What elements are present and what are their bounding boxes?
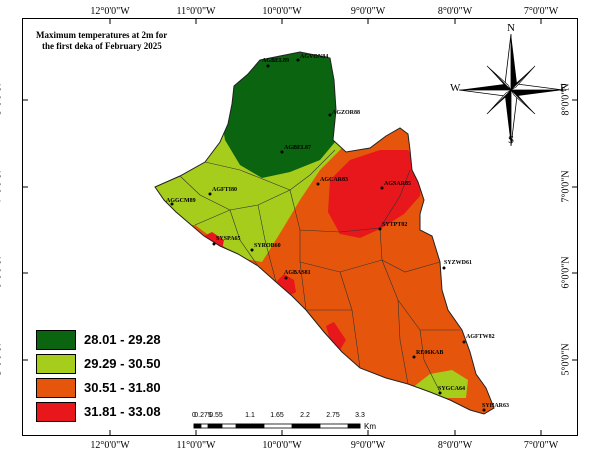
lat-label-right-7n: 7°0'0"N: [560, 170, 572, 203]
map-title-line-1: Maximum temperatures at 2m for: [36, 30, 168, 40]
compass-north-label: N: [507, 22, 515, 34]
lat-label-right-5n: 5°0'0"N: [560, 343, 572, 376]
legend-label: 28.01 - 29.28: [84, 332, 161, 347]
lon-label-bottom-9w: 9°0'0"W: [350, 440, 386, 451]
country-outline: [154, 51, 495, 415]
lon-label-bottom-8w: 8°0'0"W: [437, 440, 473, 451]
legend-swatch: [36, 330, 76, 350]
station-label: AGFTW82: [466, 334, 495, 340]
legend-item: 31.81 - 33.08: [36, 402, 196, 422]
lon-label-top-11w: 11°0'0"W: [176, 6, 216, 17]
legend-swatch: [36, 378, 76, 398]
legend-label: 31.81 - 33.08: [84, 404, 161, 419]
lon-label-top-12w: 12°0'0"W: [90, 6, 130, 17]
scale-bar: [193, 423, 361, 429]
graticule-ticks: [22, 18, 578, 436]
scale-tick-label: 0: [192, 412, 196, 419]
map-title: Maximum temperatures at 2m for the first…: [36, 30, 236, 52]
station-label: AGGCM89: [166, 198, 196, 204]
scale-tick-label: 2.2: [300, 412, 310, 419]
station-label: SYGCA64: [438, 386, 466, 392]
scale-tick-label: 1.65: [270, 412, 284, 419]
legend-swatch: [36, 354, 76, 374]
lat-label-left-5n: 5°0'0"N: [0, 343, 4, 376]
legend-item: 29.29 - 30.50: [36, 354, 196, 374]
zone-31-81-33-08-coast: [326, 322, 346, 350]
station-label: AGVON84: [300, 54, 329, 60]
legend-item: 30.51 - 31.80: [36, 378, 196, 398]
lat-label-left-8n: 8°0'0"N: [0, 83, 4, 116]
lon-label-bottom-7w: 7°0'0"W: [523, 440, 559, 451]
map-title-line-2: the first deka of February 2025: [42, 41, 162, 51]
station-points: [170, 58, 486, 412]
station-label: AGZOR88: [332, 110, 361, 116]
station-label: SYSPA65: [216, 236, 241, 242]
district-boundaries: [179, 149, 460, 393]
zone-31-81-33-08-bassa: [276, 274, 296, 298]
station-label: AGBAS81: [284, 270, 311, 276]
station-label: AGFTI80: [212, 187, 238, 193]
scale-tick-label: 2.75: [326, 412, 340, 419]
scale-tick-label: 1.1: [245, 412, 255, 419]
lon-label-top-10w: 10°0'0"W: [262, 6, 302, 17]
compass-south-label: S: [508, 134, 515, 146]
station-label: SYROB60: [254, 243, 281, 249]
lon-label-top-7w: 7°0'0"W: [523, 6, 559, 17]
compass-west-label: W: [450, 82, 461, 94]
scale-bar-unit: Km: [364, 422, 376, 431]
lon-label-top-8w: 8°0'0"W: [437, 6, 473, 17]
station-label: AGBEL87: [284, 145, 312, 151]
lat-label-left-6n: 6°0'0"N: [0, 256, 4, 289]
compass-east-label: E: [560, 82, 567, 94]
station-label: AGBEL89: [262, 58, 290, 64]
scale-tick-label: 0.55: [209, 412, 223, 419]
lon-label-bottom-11w: 11°0'0"W: [176, 440, 216, 451]
station-label: SYTPT02: [382, 222, 408, 228]
station-label: SYZWD61: [444, 260, 473, 266]
legend-swatch: [36, 402, 76, 422]
lon-label-bottom-12w: 12°0'0"W: [90, 440, 130, 451]
compass-rose: [458, 33, 564, 147]
station-label: AGCAR83: [320, 177, 348, 183]
zone-31-81-33-08-north: [328, 150, 422, 238]
scale-tick-label: 0.275: [194, 412, 212, 419]
lon-label-top-9w: 9°0'0"W: [350, 6, 386, 17]
lon-label-bottom-10w: 10°0'0"W: [262, 440, 302, 451]
legend-label: 30.51 - 31.80: [84, 380, 161, 395]
lat-label-left-7n: 7°0'0"N: [0, 170, 4, 203]
legend-item: 28.01 - 29.28: [36, 330, 196, 350]
scale-tick-label: 3.3: [355, 412, 365, 419]
station-label: AGSAR85: [384, 181, 412, 187]
map-frame: [22, 18, 578, 436]
station-label: RE06KAB: [416, 350, 444, 356]
legend-label: 29.29 - 30.50: [84, 356, 161, 371]
zone-28-01-29-28: [215, 52, 345, 178]
lat-label-right-6n: 6°0'0"N: [560, 256, 572, 289]
station-label: SYHAR63: [482, 403, 510, 409]
